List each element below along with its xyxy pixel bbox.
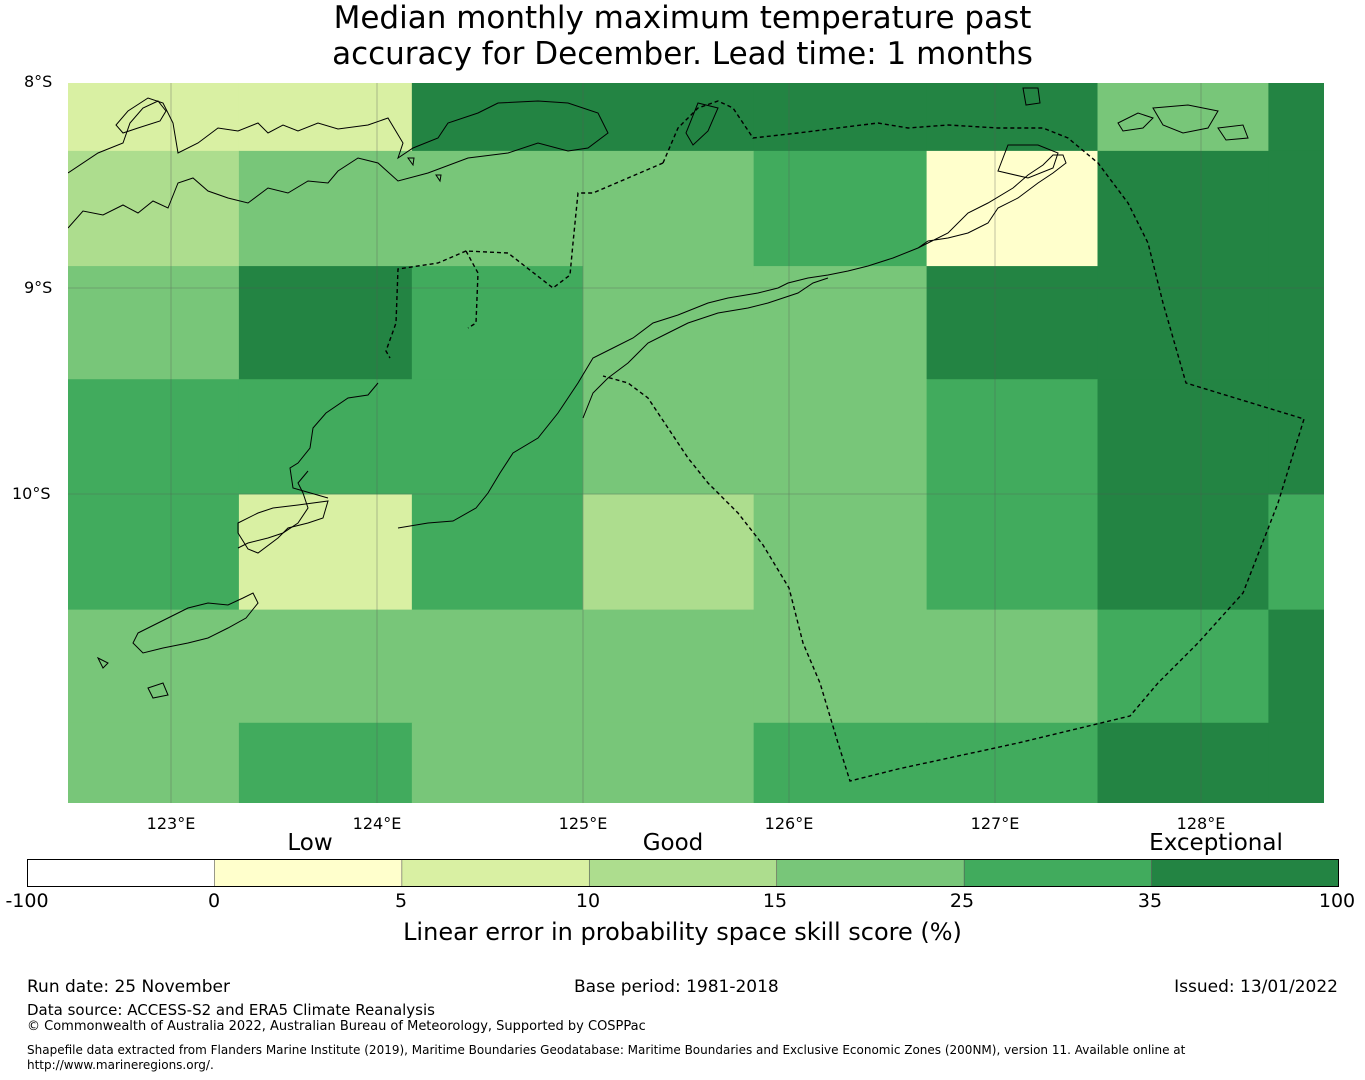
grid-cell (411, 83, 584, 152)
grid-cell (582, 150, 755, 267)
colorbar-segment (401, 859, 591, 887)
lat-label-9s: 9°S (24, 278, 53, 297)
grid-cell (238, 379, 413, 495)
lat-label-8s: 8°S (24, 72, 53, 91)
grid-cell (753, 609, 928, 724)
colorbar-segment (214, 859, 403, 887)
skill-score-map (68, 83, 1324, 803)
data-source: Data source: ACCESS-S2 and ERA5 Climate … (27, 1001, 435, 1019)
tick-15: 15 (762, 890, 788, 912)
grid-cell (411, 494, 584, 611)
grid-cell (582, 266, 755, 380)
colorbar-label: Linear error in probability space skill … (403, 918, 962, 946)
grid-cell (1097, 494, 1269, 611)
category-exceptional: Exceptional (1149, 830, 1283, 856)
grid-cell (753, 494, 928, 611)
tick-10: 10 (575, 890, 601, 912)
grid-cell (753, 150, 928, 267)
grid-cell (411, 722, 584, 803)
grid-cell (1268, 609, 1324, 724)
grid-cell (926, 609, 1099, 724)
tick-0: 0 (207, 890, 221, 912)
grid-cell (582, 379, 755, 495)
gridlines (68, 83, 1324, 803)
chart-title-line1: Median monthly maximum temperature past (333, 0, 1032, 36)
grid-cell (68, 83, 240, 152)
grid-cell (238, 83, 413, 152)
grid-cell (926, 150, 1099, 267)
grid-cell (753, 722, 928, 803)
grid-cell (68, 266, 240, 380)
grid-cell (753, 83, 928, 152)
lon-label-126e: 126°E (764, 814, 814, 833)
base-period: Base period: 1981-2018 (574, 977, 779, 997)
grid-cell (926, 266, 1099, 380)
grid-cell (1268, 722, 1324, 803)
shapefile-credit-line2: http://www.marineregions.org/. (27, 1058, 214, 1072)
grid-cell (582, 83, 755, 152)
grid-cell (1268, 379, 1324, 495)
grid-cell (753, 379, 928, 495)
grid-cell (68, 609, 240, 724)
grid-cell (68, 722, 240, 803)
grid-cell (926, 379, 1099, 495)
copyright: © Commonwealth of Australia 2022, Austra… (27, 1019, 646, 1034)
grid-cell (582, 722, 755, 803)
tick-5: 5 (394, 890, 408, 912)
grid-cell (1268, 266, 1324, 380)
chart-title-line2: accuracy for December. Lead time: 1 mont… (332, 36, 1033, 72)
lon-label-127e: 127°E (970, 814, 1020, 833)
grid-cell (582, 609, 755, 724)
tick-25: 25 (949, 890, 975, 912)
issued-date: Issued: 13/01/2022 (1174, 977, 1338, 997)
grid-cell (926, 722, 1099, 803)
grid-cell (238, 266, 413, 380)
grid-cell (68, 494, 240, 611)
tick-minus100: -100 (5, 890, 49, 912)
colorbar-segment (1151, 859, 1339, 887)
lon-label-128e: 128°E (1176, 814, 1226, 833)
tick-100: 100 (1318, 890, 1356, 912)
grid-cell (1097, 83, 1269, 152)
grid-cells (68, 83, 1324, 803)
run-date: Run date: 25 November (27, 977, 230, 997)
grid-cell (582, 494, 755, 611)
lon-label-123e: 123°E (146, 814, 196, 833)
colorbar-segment (776, 859, 965, 887)
grid-cell (238, 609, 413, 724)
lon-label-125e: 125°E (558, 814, 608, 833)
grid-cell (411, 150, 584, 267)
tick-35: 35 (1137, 890, 1163, 912)
grid-cell (1268, 150, 1324, 267)
grid-cell (411, 609, 584, 724)
grid-cell (1268, 494, 1324, 611)
grid-cell (68, 379, 240, 495)
grid-cell (1097, 722, 1269, 803)
category-low: Low (287, 830, 333, 856)
grid-cell (238, 494, 413, 611)
grid-cell (238, 150, 413, 267)
grid-cell (1097, 379, 1269, 495)
grid-cell (926, 494, 1099, 611)
grid-cell (926, 83, 1099, 152)
colorbar (27, 859, 1339, 887)
grid-cell (1268, 83, 1324, 152)
lat-label-10s: 10°S (12, 484, 51, 503)
colorbar-segment (27, 859, 216, 887)
grid-cell (1097, 609, 1269, 724)
colorbar-segment (588, 859, 778, 887)
grid-cell (1097, 150, 1269, 267)
eez-boundaries (385, 100, 1305, 782)
grid-cell (68, 150, 240, 267)
grid-cell (753, 266, 928, 380)
coastlines (68, 87, 1249, 699)
shapefile-credit-line1: Shapefile data extracted from Flanders M… (27, 1043, 1186, 1057)
grid-cell (411, 266, 584, 380)
grid-cell (238, 722, 413, 803)
lon-label-124e: 124°E (352, 814, 402, 833)
grid-cell (1097, 266, 1269, 380)
colorbar-segment (963, 859, 1153, 887)
category-good: Good (642, 830, 704, 856)
grid-cell (411, 379, 584, 495)
